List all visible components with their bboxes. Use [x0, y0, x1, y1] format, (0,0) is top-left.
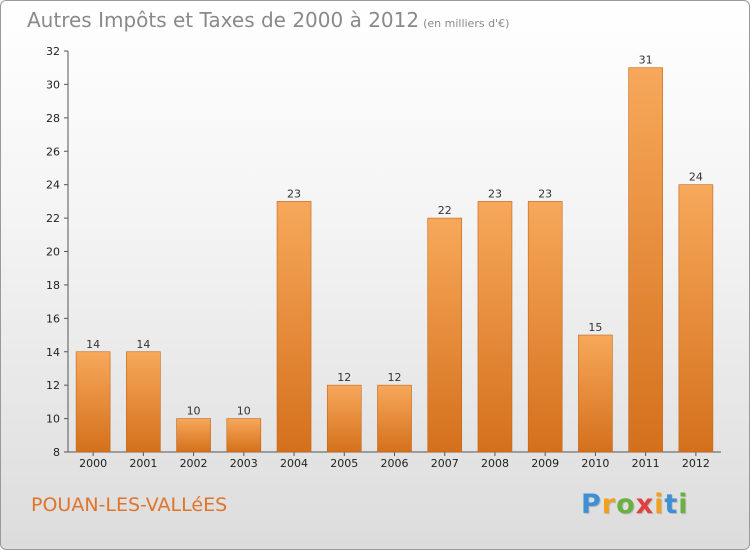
x-tick-label: 2010 — [581, 457, 609, 470]
chart-title-unit: (en milliers d'€) — [423, 17, 510, 30]
x-tick-label: 2011 — [632, 457, 660, 470]
chart-labels: 2000 14 2001 14 2002 10 2003 10 2004 23 2005 12 2006… — [79, 54, 710, 470]
data-label: 24 — [689, 171, 703, 184]
chart-title: Autres Impôts et Taxes de 2000 à 2012 (en… — [27, 8, 509, 32]
logo-letter: i — [654, 489, 665, 520]
proxiti-logo: Proxiti — [581, 489, 689, 520]
data-label: 23 — [538, 187, 552, 200]
data-label: 12 — [388, 371, 402, 384]
x-tick-label: 2002 — [180, 457, 208, 470]
y-tick-label: 16 — [46, 312, 60, 325]
x-tick-label: 2009 — [531, 457, 559, 470]
bar — [377, 384, 412, 453]
x-tick-label: 2005 — [330, 457, 358, 470]
data-label: 31 — [639, 54, 653, 67]
data-label: 15 — [588, 321, 602, 334]
x-tick-label: 2003 — [230, 457, 258, 470]
data-label: 12 — [337, 371, 351, 384]
bar — [126, 351, 161, 453]
y-tick-label: 14 — [46, 346, 60, 359]
y-tick-label: 26 — [46, 145, 60, 158]
bar — [678, 184, 714, 453]
y-tick-label: 30 — [46, 78, 60, 91]
x-tick-label: 2006 — [381, 457, 409, 470]
data-label: 10 — [237, 405, 251, 418]
logo-letter: i — [678, 489, 689, 520]
y-tick-label: 22 — [46, 212, 60, 225]
bar — [75, 351, 111, 453]
data-label: 22 — [438, 204, 452, 217]
y-tick-label: 32 — [46, 45, 60, 58]
y-tick-label: 18 — [46, 279, 60, 292]
x-tick-label: 2008 — [481, 457, 509, 470]
y-tick-label: 24 — [46, 179, 60, 192]
y-tick-label: 20 — [46, 246, 60, 259]
data-label: 14 — [86, 338, 100, 351]
logo-letter: r — [601, 489, 617, 520]
x-tick-label: 2012 — [682, 457, 710, 470]
data-label: 23 — [488, 187, 502, 200]
data-label: 14 — [136, 338, 150, 351]
logo-letter: t — [664, 489, 679, 520]
bar — [427, 217, 463, 453]
y-tick-label: 12 — [46, 379, 60, 392]
logo-letter: x — [635, 489, 655, 520]
bar — [226, 418, 262, 453]
y-tick-label: 10 — [46, 413, 60, 426]
x-tick-label: 2000 — [79, 457, 107, 470]
y-tick-label: 8 — [53, 446, 60, 459]
bar — [527, 201, 563, 453]
bar — [628, 67, 663, 453]
bar — [477, 201, 513, 453]
bar — [276, 201, 312, 453]
data-label: 23 — [287, 187, 301, 200]
chart-bars — [75, 67, 714, 453]
x-tick-label: 2007 — [431, 457, 459, 470]
y-tick-label: 28 — [46, 112, 60, 125]
bar — [326, 384, 362, 453]
logo-letter: o — [616, 489, 636, 520]
x-tick-label: 2004 — [280, 457, 308, 470]
bar — [176, 418, 211, 453]
logo-letter: P — [581, 489, 602, 520]
chart-title-text: Autres Impôts et Taxes de 2000 à 2012 — [27, 8, 420, 32]
bar — [578, 334, 613, 453]
commune-name: POUAN-LES-VALLéES — [31, 494, 228, 516]
x-tick-label: 2001 — [129, 457, 157, 470]
data-label: 10 — [187, 405, 201, 418]
